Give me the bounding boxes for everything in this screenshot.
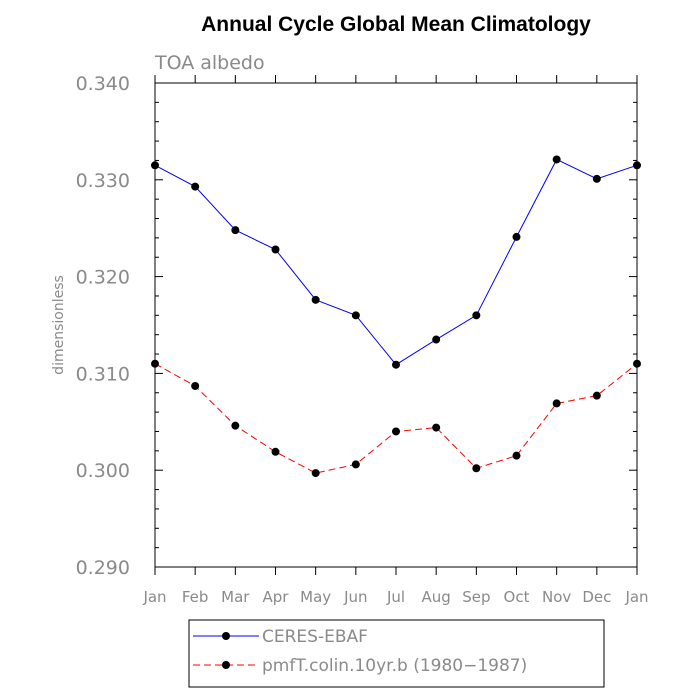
chart-title: Annual Cycle Global Mean Climatology — [201, 13, 591, 36]
legend-label: CERES-EBAF — [262, 627, 368, 647]
y-axis-label: dimensionless — [51, 275, 67, 375]
x-tick-label: Oct — [504, 588, 530, 606]
y-tick-label: 0.340 — [76, 73, 130, 95]
data-point — [633, 359, 641, 368]
data-point — [392, 427, 400, 436]
data-point — [512, 451, 521, 460]
data-point — [271, 245, 280, 254]
data-point — [271, 447, 280, 456]
x-tick-label: Jul — [386, 588, 405, 606]
legend-marker — [222, 661, 230, 669]
data-point — [151, 161, 159, 170]
data-point — [432, 423, 441, 432]
data-point — [552, 399, 561, 408]
data-point — [472, 311, 481, 320]
series-line — [154, 363, 638, 474]
data-point — [512, 232, 521, 241]
x-tick-label: Apr — [263, 588, 290, 606]
x-tick-label: Feb — [182, 588, 209, 606]
x-tick-label: Aug — [422, 588, 451, 606]
data-point — [311, 469, 320, 478]
x-tick-label: Jan — [624, 588, 648, 606]
x-tick-label: Nov — [542, 588, 571, 606]
chart-subtitle: TOA albedo — [154, 52, 265, 74]
y-tick-label: 0.310 — [76, 363, 130, 385]
data-point — [592, 174, 601, 183]
legend-box — [188, 619, 605, 688]
x-tick-label: Dec — [582, 588, 611, 606]
data-point — [432, 335, 441, 344]
x-tick-label: Jun — [343, 588, 367, 606]
x-tick-label: Sep — [462, 588, 490, 606]
data-point — [231, 226, 240, 235]
data-point — [351, 460, 360, 469]
x-tick-label: May — [300, 588, 331, 606]
y-tick-label: 0.300 — [76, 460, 130, 482]
x-tick-label: Mar — [221, 588, 250, 606]
data-point — [231, 421, 240, 430]
data-point — [392, 360, 400, 369]
plot-frame — [154, 82, 638, 568]
data-point — [592, 391, 601, 400]
x-tick-label: Jan — [142, 588, 166, 606]
data-point — [311, 295, 320, 304]
legend: CERES-EBAF pmfT.colin.10yr.b (1980−1987) — [188, 619, 605, 688]
data-point — [191, 182, 200, 191]
y-tick-label: 0.320 — [76, 267, 130, 289]
data-point — [191, 381, 200, 390]
data-point — [552, 155, 561, 164]
legend-marker — [222, 632, 230, 640]
data-point — [151, 359, 159, 368]
series-line — [154, 158, 638, 366]
data-point — [472, 464, 481, 473]
y-tick-label: 0.290 — [76, 557, 130, 579]
legend-label: pmfT.colin.10yr.b (1980−1987) — [262, 656, 527, 676]
data-point — [633, 161, 641, 170]
y-tick-label: 0.330 — [76, 170, 130, 192]
data-point — [351, 311, 360, 320]
